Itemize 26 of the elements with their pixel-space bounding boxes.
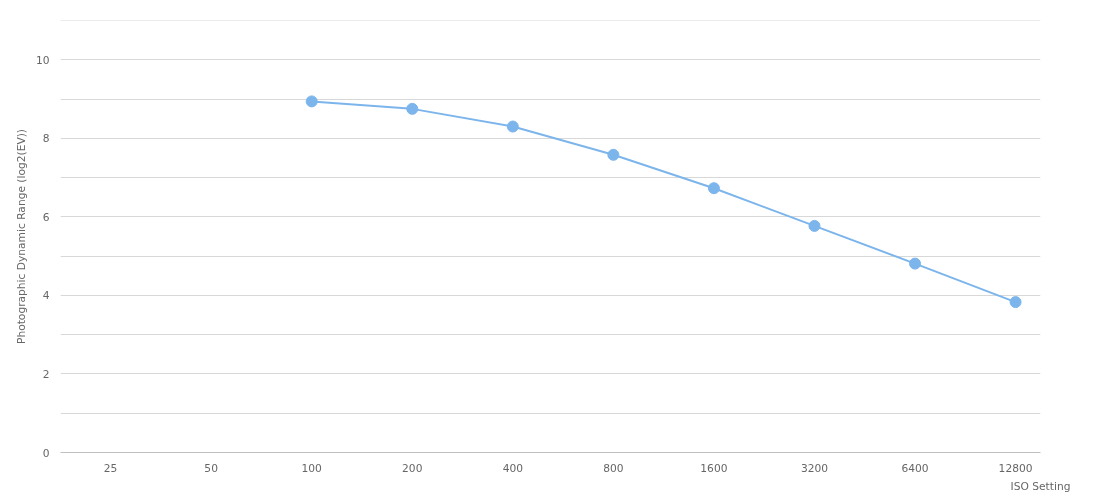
x-tick-label: 3200: [800, 461, 829, 475]
point: [1009, 296, 1022, 309]
y-tick-label: 4: [42, 289, 50, 303]
y-axis-title: Photographic Dynamic Range (log2(EV)): [14, 128, 28, 345]
point: [909, 257, 922, 270]
x-tick-label: 50: [204, 461, 219, 475]
point: [808, 219, 821, 232]
x-tick-label: 1600: [700, 461, 728, 475]
x-tick-label: 25: [103, 461, 118, 475]
x-tick-label: 100: [301, 461, 323, 475]
x-tick-label: 12800: [998, 461, 1033, 475]
point: [305, 95, 318, 108]
x-tick-label: 6400: [901, 461, 929, 475]
y-tick-label: 0: [42, 446, 50, 460]
point: [506, 120, 519, 133]
x-tick-label: 800: [603, 461, 624, 475]
x-tick-label: 400: [502, 461, 524, 475]
y-tick-label: 2: [42, 367, 50, 381]
y-tick-label: 8: [42, 132, 50, 146]
y-tick-label: 6: [42, 210, 50, 224]
x-tick-label: 200: [402, 461, 423, 475]
x-axis-title: ISO Setting: [1010, 479, 1071, 493]
point: [406, 102, 419, 115]
point: [707, 182, 720, 195]
y-tick-label: 10: [35, 53, 50, 67]
point: [607, 148, 620, 161]
